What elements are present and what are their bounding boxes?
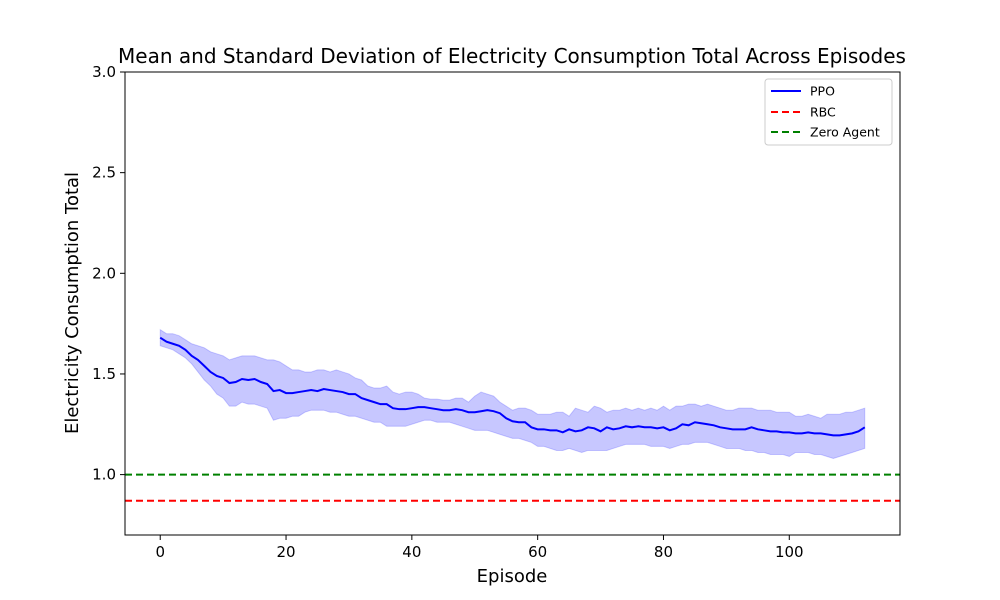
legend-box	[764, 78, 893, 146]
y-tick-label: 3.0	[92, 63, 116, 81]
x-tick-label: 80	[654, 543, 673, 561]
ppo-line	[159, 336, 866, 437]
y-tick-label: 1.5	[92, 365, 116, 383]
plot-area	[125, 328, 900, 502]
x-tick-label: 40	[402, 543, 421, 561]
y-tick-label: 2.5	[92, 164, 116, 182]
y-tick-label: 1.0	[92, 466, 116, 484]
legend-zero-agent-label: Zero Agent	[810, 125, 880, 140]
axes-frame	[124, 71, 901, 536]
x-tick-label: 100	[775, 543, 804, 561]
x-tick-label: 0	[155, 543, 165, 561]
y-axis-label: Electricity Consumption Total	[62, 172, 83, 434]
legend: PPO RBC Zero Agent	[764, 78, 893, 146]
x-tick-label: 20	[276, 543, 295, 561]
ppo-std-band	[159, 328, 866, 460]
x-tick-label: 60	[528, 543, 547, 561]
legend-ppo-label: PPO	[810, 84, 835, 99]
y-axis: 1.0 1.5 2.0 2.5 3.0	[92, 63, 125, 484]
y-tick-label: 2.0	[92, 264, 116, 282]
legend-rbc-label: RBC	[810, 105, 836, 120]
x-axis-label: Episode	[477, 566, 548, 587]
chart-title: Mean and Standard Deviation of Electrici…	[118, 44, 906, 68]
x-axis: 0 20 40 60 80 100	[155, 535, 804, 561]
